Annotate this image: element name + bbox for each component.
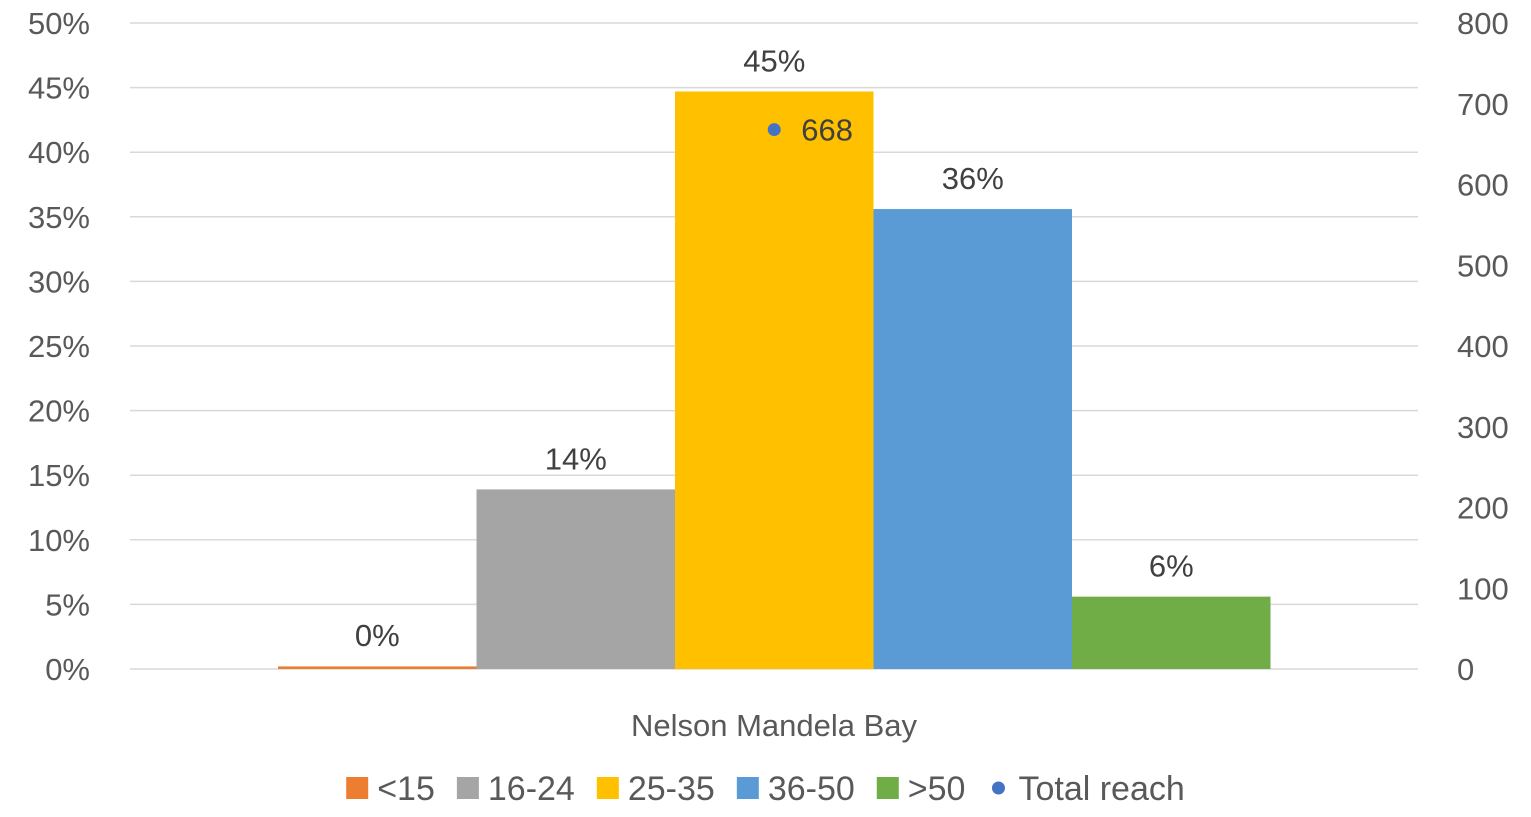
data-label: 45% (743, 43, 805, 78)
y2-tick-label: 100 (1457, 571, 1509, 606)
legend-label-total-reach: Total reach (1018, 770, 1184, 808)
data-label: 0% (355, 618, 400, 653)
total-reach-points: 668 (767, 113, 853, 148)
y2-tick-label: 0 (1457, 652, 1474, 687)
y2-tick-label: 400 (1457, 329, 1509, 364)
y2-tick-label: 300 (1457, 410, 1509, 445)
bar-16-24 (476, 489, 675, 669)
y-tick-label: 20% (28, 394, 90, 429)
secondary-y-axis-ticks: 0 100 200 300 400 500 600 700 800 (1457, 6, 1509, 687)
legend-label-16-24: 16-24 (488, 770, 575, 808)
data-label: 36% (942, 161, 1004, 196)
y-tick-label: 30% (28, 264, 90, 299)
y-axis-ticks: 0% 5% 10% 15% 20% 25% 30% 35% 40% 45% 50% (28, 6, 90, 687)
category-label: Nelson Mandela Bay (631, 708, 918, 743)
y-tick-label: 25% (28, 329, 90, 364)
legend-label-25-35: 25-35 (628, 770, 715, 808)
y-tick-label: 10% (28, 523, 90, 558)
y2-tick-label: 600 (1457, 168, 1509, 203)
y2-tick-label: 800 (1457, 6, 1509, 41)
y-tick-label: 35% (28, 200, 90, 235)
total-reach-point (767, 123, 781, 137)
y-tick-label: 15% (28, 458, 90, 493)
data-labels: 0% 14% 45% 36% 6% (355, 43, 1194, 653)
y-tick-label: 45% (28, 71, 90, 106)
legend-swatch-50 (876, 777, 899, 799)
legend: <15 16-24 25-35 36-50 >50 Total reach (346, 770, 1185, 808)
legend-label-50: >50 (908, 770, 966, 808)
data-label: 6% (1149, 549, 1194, 584)
bar-50 (1072, 596, 1271, 669)
legend-swatch-16-24 (456, 777, 479, 799)
category-labels: Nelson Mandela Bay (631, 708, 918, 743)
legend-label-15: <15 (377, 770, 435, 808)
bar-25-35 (675, 91, 874, 669)
y-tick-label: 50% (28, 6, 90, 41)
legend-swatch-15 (346, 777, 369, 799)
y2-tick-label: 200 (1457, 491, 1509, 526)
y-tick-label: 40% (28, 135, 90, 170)
y-tick-label: 5% (45, 587, 90, 622)
bar-15 (278, 666, 477, 669)
y-tick-label: 0% (45, 652, 90, 687)
legend-label-36-50: 36-50 (768, 770, 855, 808)
y2-tick-label: 500 (1457, 248, 1509, 283)
y2-tick-label: 700 (1457, 87, 1509, 122)
legend-swatch-36-50 (736, 777, 759, 799)
data-label: 14% (545, 441, 607, 476)
total-reach-label: 668 (801, 113, 853, 148)
legend-swatch-25-35 (596, 777, 619, 799)
bars (278, 91, 1271, 669)
bar-36-50 (873, 209, 1072, 669)
legend-swatch-total-reach (991, 781, 1005, 795)
